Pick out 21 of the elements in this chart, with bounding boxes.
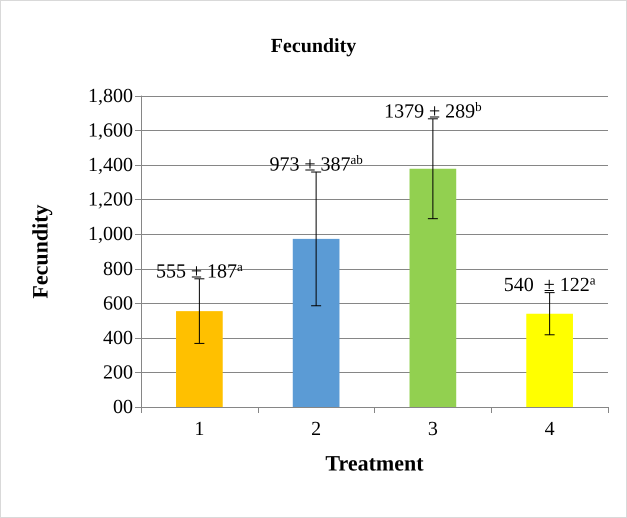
y-tick-label: 200 — [103, 361, 133, 384]
x-tick-label: 4 — [544, 418, 555, 440]
bar — [176, 311, 223, 407]
y-tick-label: 00 — [113, 396, 133, 418]
bar — [410, 168, 456, 407]
x-tick-label: 3 — [428, 418, 438, 440]
y-axis-title: Fecundity — [28, 204, 52, 299]
x-tick-label: 2 — [311, 418, 322, 440]
y-tick-label: 600 — [103, 292, 133, 314]
y-tick-label: 1,200 — [88, 188, 133, 211]
y-tick-label: 1,400 — [88, 154, 133, 176]
y-tick-label: 1,600 — [88, 120, 133, 142]
bar — [526, 314, 573, 407]
chart-title: Fecundity — [270, 35, 356, 57]
y-tick-label: 1,000 — [88, 223, 133, 246]
bar — [292, 238, 340, 407]
y-tick-label: 800 — [103, 258, 133, 280]
y-tick-label: 400 — [103, 326, 133, 349]
x-axis-title: Treatment — [325, 450, 424, 476]
y-tick-label: 1,800 — [88, 85, 133, 107]
x-tick-label: 1 — [194, 418, 204, 440]
